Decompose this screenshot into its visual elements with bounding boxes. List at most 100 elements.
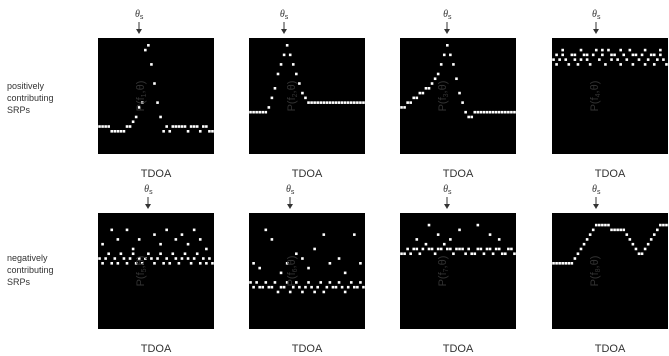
srp-point xyxy=(616,58,619,61)
srp-point xyxy=(298,82,301,85)
srp-point xyxy=(98,257,101,260)
y-label-suffix: ,θ) xyxy=(437,255,449,269)
srp-point xyxy=(316,285,319,289)
srp-point xyxy=(189,262,193,265)
x-axis-label: TDOA xyxy=(291,168,323,180)
srp-point xyxy=(211,262,214,265)
srp-point xyxy=(616,228,619,232)
srp-point xyxy=(195,125,199,128)
srp-point xyxy=(267,106,271,109)
srp-point xyxy=(174,257,178,260)
srp-outlier-point xyxy=(555,53,558,57)
srp-point xyxy=(640,53,644,57)
y-label-index: 1 xyxy=(141,93,148,98)
srp-point xyxy=(255,110,258,114)
srp-point xyxy=(134,115,138,119)
srp-point xyxy=(110,262,114,265)
srp-point xyxy=(488,110,492,114)
srp-panel xyxy=(249,213,365,329)
srp-point xyxy=(301,290,304,294)
y-axis-label: P(f3,θ) xyxy=(436,38,450,154)
srp-point xyxy=(582,242,586,246)
y-axis-label: P(f8,θ) xyxy=(588,213,602,329)
srp-point xyxy=(604,63,607,66)
srp-point xyxy=(98,125,101,128)
srp-point xyxy=(403,252,406,256)
srp-point xyxy=(567,262,571,265)
theta-arrow-icon xyxy=(444,197,451,209)
srp-point xyxy=(637,252,641,256)
srp-point xyxy=(150,63,153,66)
row-label-line: SRPs xyxy=(7,105,31,115)
srp-point xyxy=(205,125,208,128)
srp-point xyxy=(189,125,193,128)
srp-outlier-point xyxy=(125,228,129,232)
srp-point xyxy=(452,63,455,66)
srp-outlier-point xyxy=(652,53,656,57)
srp-outlier-point xyxy=(252,262,255,265)
theta-symbol: θ xyxy=(592,184,597,195)
srp-point xyxy=(270,285,274,289)
srp-point xyxy=(613,228,616,232)
theta-subscript: s xyxy=(149,189,153,196)
row-label-line: negatively xyxy=(7,253,48,263)
srp-point xyxy=(356,285,359,289)
srp-point xyxy=(285,44,289,47)
srp-point xyxy=(249,110,252,114)
srp-outlier-point xyxy=(353,233,356,236)
srp-point xyxy=(561,53,564,57)
y-label-suffix: ,θ) xyxy=(135,255,147,269)
srp-point xyxy=(153,262,156,265)
srp-outlier-point xyxy=(322,233,326,236)
srp-point xyxy=(665,223,668,227)
srp-point xyxy=(104,125,107,128)
y-label-index: 8 xyxy=(595,268,602,273)
srp-point xyxy=(564,262,568,265)
srp-point xyxy=(301,91,304,95)
y-label-suffix: ,θ) xyxy=(135,80,147,94)
srp-plot xyxy=(552,223,668,265)
srp-plot xyxy=(98,228,214,265)
theta-s-label: θs xyxy=(280,184,300,198)
srp-point xyxy=(491,252,495,256)
srp-point xyxy=(458,91,461,95)
srp-outlier-point xyxy=(301,257,304,260)
srp-point xyxy=(467,115,470,119)
srp-outlier-point xyxy=(174,238,178,241)
srp-outlier-point xyxy=(137,238,141,241)
srp-point xyxy=(570,262,574,265)
srp-point xyxy=(656,58,659,61)
srp-point xyxy=(288,290,292,294)
srp-point xyxy=(362,101,365,104)
srp-point xyxy=(180,257,184,260)
srp-panel xyxy=(552,38,668,154)
srp-point xyxy=(579,247,583,251)
theta-symbol: θ xyxy=(443,9,449,20)
srp-point xyxy=(140,262,144,265)
srp-outlier-point xyxy=(131,247,135,251)
srp-point xyxy=(295,281,298,284)
srp-point xyxy=(646,242,650,246)
srp-point xyxy=(346,101,350,104)
srp-point xyxy=(558,58,561,61)
theta-s-label: θs xyxy=(274,9,294,23)
srp-point xyxy=(467,247,470,251)
srp-outlier-point xyxy=(192,228,196,232)
srp-point xyxy=(113,257,117,260)
srp-point xyxy=(128,257,132,260)
y-label-suffix: ,θ) xyxy=(286,255,298,269)
srp-point xyxy=(494,247,498,251)
srp-point xyxy=(415,96,419,100)
theta-symbol: θ xyxy=(285,184,291,195)
srp-point xyxy=(359,281,362,284)
srp-outlier-point xyxy=(180,233,184,236)
srp-point xyxy=(585,238,589,241)
srp-point xyxy=(116,262,120,265)
srp-point xyxy=(504,110,507,114)
srp-point xyxy=(319,281,323,284)
srp-point xyxy=(122,257,126,260)
srp-point xyxy=(631,242,635,246)
srp-point xyxy=(449,247,452,251)
srp-point xyxy=(643,63,647,66)
row-label-line: contributing xyxy=(7,265,54,275)
